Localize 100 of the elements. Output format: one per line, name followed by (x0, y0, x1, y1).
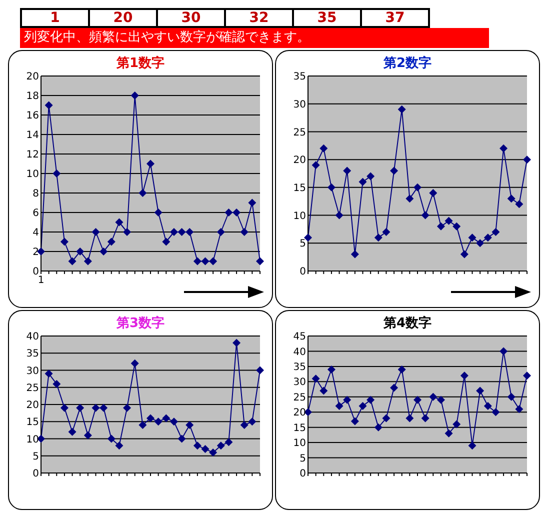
point (115, 442, 124, 450)
point (515, 405, 524, 414)
point (209, 257, 218, 266)
point (186, 228, 194, 236)
point (186, 421, 194, 430)
y-tick-label: 4 (32, 228, 39, 239)
point (515, 200, 524, 208)
point (123, 404, 132, 412)
y-tick-label: 20 (293, 155, 306, 166)
point (444, 429, 453, 438)
point (92, 228, 100, 236)
point (421, 414, 430, 422)
point (390, 384, 398, 392)
y-tick-label: 10 (26, 169, 39, 180)
point (68, 428, 76, 436)
text: 20 (88, 8, 158, 28)
point (429, 392, 438, 401)
y-tick-label: 30 (293, 99, 306, 110)
point (100, 404, 108, 412)
point (374, 234, 382, 242)
point (390, 166, 398, 175)
y-tick-label: 5 (300, 453, 306, 464)
y-tick-label: 35 (293, 362, 306, 373)
point (170, 418, 178, 426)
y-tick-label: 20 (26, 400, 39, 412)
point (507, 392, 516, 401)
point (358, 402, 367, 410)
point (452, 420, 461, 428)
point (492, 408, 500, 416)
point (350, 250, 359, 258)
point (216, 228, 225, 236)
point (193, 442, 202, 450)
point (343, 396, 352, 404)
point (304, 234, 312, 242)
point (209, 448, 218, 456)
point (312, 161, 320, 170)
point (232, 338, 241, 347)
point (350, 417, 359, 426)
point (335, 402, 344, 410)
point (162, 414, 170, 422)
point (460, 372, 468, 380)
point (500, 144, 508, 152)
y-tick-label: 40 (293, 346, 306, 358)
point (170, 228, 178, 236)
point (320, 386, 328, 395)
chart-title: 第4数字 (382, 314, 433, 332)
point (468, 234, 476, 242)
y-tick-label: 12 (26, 150, 39, 161)
point (320, 144, 328, 152)
point (492, 228, 500, 236)
y-tick-label: 0 (32, 266, 39, 278)
point (224, 438, 233, 446)
point (52, 170, 61, 178)
point (146, 160, 154, 168)
y-tick-label: 5 (300, 238, 306, 250)
point (138, 421, 147, 430)
y-tick-label: 15 (293, 422, 306, 434)
y-tick-label: 35 (26, 348, 39, 360)
chart-title: 第2数字 (382, 54, 433, 72)
point (256, 257, 264, 266)
point (406, 414, 414, 422)
point (436, 222, 445, 230)
point (500, 347, 508, 356)
point (123, 228, 132, 236)
point (146, 414, 154, 422)
y-tick-label: 10 (293, 210, 306, 222)
point (178, 228, 186, 236)
point (248, 198, 256, 207)
point (162, 238, 170, 246)
point (382, 414, 390, 422)
point (398, 365, 406, 374)
y-tick-label: 14 (26, 130, 39, 142)
point (138, 189, 147, 197)
point (201, 445, 210, 454)
point (398, 105, 406, 114)
y-tick-label: 10 (293, 438, 306, 450)
point (44, 101, 53, 110)
y-tick-label: 25 (26, 382, 39, 394)
y-tick-label: 2 (32, 247, 39, 258)
point (476, 239, 484, 248)
point (484, 234, 492, 242)
y-tick-label: 18 (26, 91, 39, 102)
point (107, 238, 116, 246)
y-tick-label: 0 (300, 266, 306, 278)
text: 列変化中、頻繁に出やすい数字が確認できます。 (20, 28, 489, 48)
y-tick-label: 25 (293, 127, 306, 138)
point (343, 166, 352, 175)
point (444, 216, 453, 225)
point (366, 172, 375, 180)
point (130, 359, 139, 368)
point (406, 194, 414, 203)
y-tick-label: 30 (26, 366, 39, 377)
y-tick-label: 15 (26, 417, 39, 428)
point (414, 396, 422, 404)
point (68, 257, 76, 266)
point (115, 218, 124, 226)
point (327, 365, 336, 374)
y-tick-label: 35 (293, 72, 306, 83)
point (76, 248, 84, 256)
point (76, 404, 84, 412)
